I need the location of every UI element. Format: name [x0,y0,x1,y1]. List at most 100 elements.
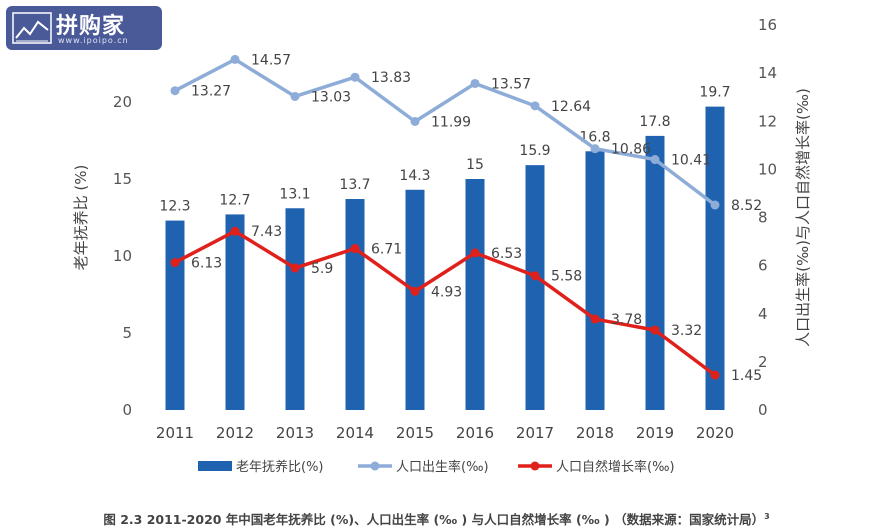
y-axis-label: 老年抚养比 (%) [72,165,90,271]
line-point [650,155,660,165]
legend-entry: 老年抚养比(%) [236,459,324,475]
line-point [350,244,360,254]
x-tick-label: 2016 [456,424,494,442]
legend-marker [530,461,540,471]
line-data-label: 6.13 [191,255,222,271]
line-point [590,314,600,324]
bar [165,220,185,410]
x-tick-label: 2014 [336,424,374,442]
line-point [470,248,480,258]
y2-tick-label: 0 [758,401,768,419]
x-tick-label: 2018 [576,424,614,442]
y2-tick-label: 12 [758,112,777,130]
growth-rate-line [174,229,717,377]
chart: 0 5 10 15 20 0 2 4 6 8 10 12 14 16 老年抚养比 (%) 人口出生率(‰)与人… [72,16,812,475]
line-point [710,200,720,210]
y2-tick-label: 6 [758,257,768,275]
bar-data-label: 19.7 [699,85,730,101]
y2-tick-label: 10 [758,160,777,178]
y-tick-label: 0 [122,401,132,419]
bar [705,106,725,411]
x-tick-label: 2012 [216,424,254,442]
line-data-label: 10.41 [671,153,711,169]
line-data-label: 5.9 [311,261,333,277]
line-point [530,101,540,111]
line-data-label: 3.32 [671,323,702,339]
bar [285,208,305,410]
bar-data-label: 14.3 [399,168,430,184]
line-point [290,263,300,273]
line-data-label: 3.78 [611,312,642,328]
line-point [470,78,480,88]
line-point [230,226,240,236]
line-data-label: 13.57 [491,76,531,92]
logo-name: 拼购家 [56,14,126,39]
line-data-label: 4.93 [431,284,462,300]
line-data-label: 1.45 [731,368,762,384]
line-data-label: 7.43 [251,224,282,240]
bar-data-label: 15 [466,157,484,173]
line-point [530,271,540,281]
line-point [290,91,300,101]
line-point [350,72,360,82]
line-point [410,116,420,126]
line-point [230,54,240,64]
y2-tick-label: 2 [758,353,768,371]
y-tick-label: 10 [113,247,132,265]
line-data-label: 13.03 [311,89,351,105]
bar-data-label: 13.7 [339,177,370,193]
figure-caption: 图 2.3 2011-2020 年中国老年抚养比 (%)、人口出生率 (‰ ) … [0,509,873,528]
bar-data-label: 17.8 [639,114,670,130]
x-tick-label: 2011 [156,424,194,442]
line-data-label: 12.64 [551,99,591,115]
line-data-label: 13.27 [191,84,231,100]
line-point [170,86,180,96]
y2-tick-label: 16 [758,16,777,34]
line-point [590,144,600,154]
y2-tick-label: 4 [758,305,768,323]
logo-url: www.ipoipo.cn [58,36,129,45]
legend-swatch [198,461,232,471]
line-data-label: 5.58 [551,269,582,285]
logo: 拼购家 www.ipoipo.cn [6,6,162,50]
bar [585,151,605,410]
bar [405,189,425,410]
line-data-label: 8.52 [731,198,762,214]
line-point [410,286,420,296]
caption-text: 图 2.3 2011-2020 年中国老年抚养比 (%)、人口出生率 (‰ ) … [103,512,765,527]
bar-data-label: 13.1 [279,186,310,202]
bar [525,165,545,410]
bar [645,135,665,410]
bar-data-label: 12.3 [159,199,190,215]
legend-entry: 人口自然增长率(‰) [556,459,675,475]
y-tick-label: 15 [113,170,132,188]
x-tick-label: 2017 [516,424,554,442]
line-data-label: 10.86 [611,142,651,158]
line-data-label: 6.71 [371,242,402,258]
caption-footnote: 3 [764,511,770,521]
x-tick-label: 2013 [276,424,314,442]
birth-rate-line [174,57,717,207]
x-tick-label: 2019 [636,424,674,442]
line-data-label: 6.53 [491,246,522,262]
line-point [710,370,720,380]
y-tick-label: 20 [113,93,132,111]
y2-tick-label: 14 [758,64,777,82]
line-data-label: 14.57 [251,52,291,68]
legend-entry: 人口出生率(‰) [396,459,489,475]
bar [345,199,365,410]
bar-data-label: 12.7 [219,192,250,208]
legend-marker [370,461,380,471]
line-point [170,257,180,267]
bar [225,214,245,410]
line-point [650,325,660,335]
chart-logo-icon [12,12,52,44]
y2-axis-label: 人口出生率(‰)与人口自然增长率(‰) [794,88,812,347]
line-data-label: 13.83 [371,70,411,86]
bar [465,179,485,410]
x-tick-label: 2015 [396,424,434,442]
y-tick-label: 5 [122,324,132,342]
y2-tick-label: 8 [758,209,768,227]
bar-data-label: 15.9 [519,143,550,159]
x-tick-label: 2020 [696,424,734,442]
